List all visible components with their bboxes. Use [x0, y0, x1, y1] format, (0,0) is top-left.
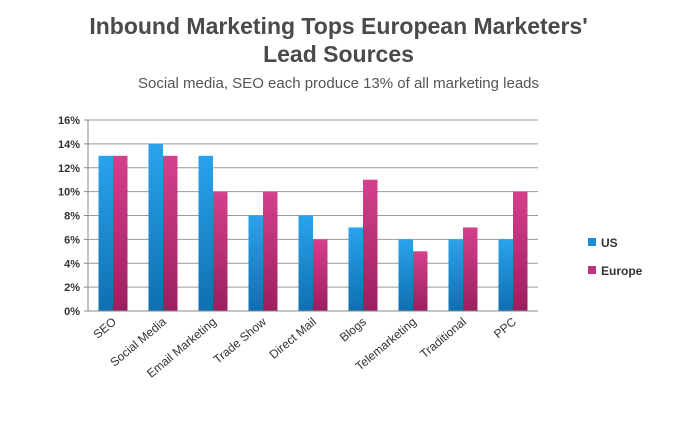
chart-title: Inbound Marketing Tops European Marketer…: [0, 12, 677, 68]
legend-swatch: [588, 266, 596, 274]
y-tick-label: 16%: [58, 115, 80, 127]
legend: US Europe: [588, 236, 643, 278]
europe-bar: [463, 227, 478, 311]
legend-swatch: [588, 238, 596, 246]
europe-bar: [213, 191, 228, 311]
chart-title-line-1: Inbound Marketing Tops European Marketer…: [89, 13, 588, 39]
y-tick-label: 6%: [64, 234, 80, 246]
europe-bar: [313, 239, 328, 311]
x-tick-label: Traditional: [417, 315, 469, 361]
europe-bar: [513, 191, 528, 311]
us-bar: [298, 215, 313, 311]
us-bar: [198, 155, 213, 311]
europe-bar: [163, 155, 178, 311]
legend-label: Europe: [601, 264, 643, 278]
legend-label: US: [601, 236, 618, 250]
us-bar: [148, 143, 163, 311]
y-axis: 0% 2% 4% 6% 8% 10% 12% 14% 16%: [58, 115, 89, 318]
europe-bar: [363, 179, 378, 311]
chart-subtitle: Social media, SEO each produce 13% of al…: [137, 75, 540, 92]
us-bar: [498, 239, 513, 311]
us-bar: [348, 227, 363, 311]
chart-title-line-2: Lead Sources: [263, 41, 414, 67]
y-tick-label: 2%: [64, 282, 80, 294]
y-tick-label: 0%: [64, 306, 80, 318]
y-tick-label: 10%: [58, 187, 80, 199]
y-tick-label: 4%: [64, 258, 80, 270]
y-tick-label: 14%: [58, 139, 80, 151]
europe-bar: [413, 251, 428, 311]
x-tick-label: PPC: [491, 314, 519, 341]
x-tick-label: Direct Mail: [267, 315, 319, 362]
x-tick-label: Blogs: [337, 315, 369, 345]
x-tick-label: Trade Show: [211, 314, 269, 366]
y-tick-label: 8%: [64, 211, 80, 223]
us-bar: [248, 215, 263, 311]
us-bar: [448, 239, 463, 311]
europe-bar: [263, 191, 278, 311]
us-bar: [398, 239, 413, 311]
bars: [98, 143, 528, 311]
y-tick-label: 12%: [58, 163, 80, 175]
us-bar: [98, 155, 113, 311]
x-tick-label: SEO: [91, 315, 119, 342]
europe-bar: [113, 155, 128, 311]
